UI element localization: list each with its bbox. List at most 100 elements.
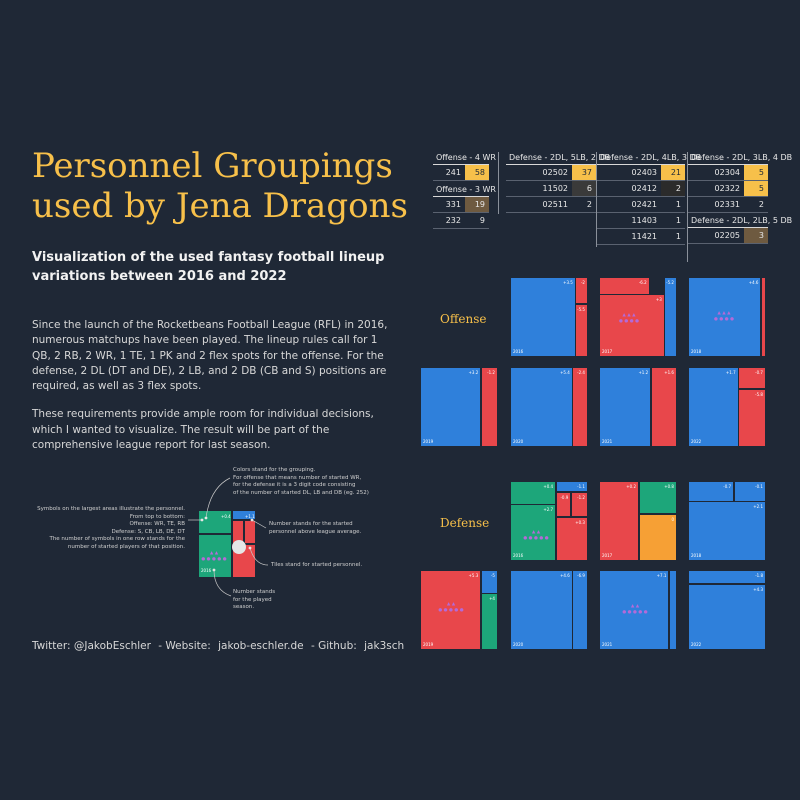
above-average-label: +0.3 <box>575 519 585 525</box>
above-average-label: +4 <box>489 596 495 602</box>
offense-treemap-2021: +1.2 +1.6 2021 <box>600 368 676 446</box>
defense-treemap-2018: -0.7 -0.1 +2.1 2018 <box>689 482 765 560</box>
personnel-symbols: ▲ ▲ ● ● ● ● ● <box>523 530 549 541</box>
table-row: 11421 1 <box>597 229 685 245</box>
grouping-code: 02421 <box>631 200 657 209</box>
season-label: 2018 <box>691 349 702 354</box>
above-average-label: -6.9 <box>577 573 585 578</box>
grouping-code: 11502 <box>542 184 568 193</box>
personnel-symbols: ▲ ▲ ▲ ● ● ● ● <box>619 313 639 324</box>
grouping-count: 5 <box>744 165 768 180</box>
above-average-label: -1.2 <box>487 370 495 375</box>
personnel-tile: -1.8 <box>689 571 765 584</box>
table-row: 241 58 <box>433 165 489 181</box>
personnel-tile: +5.3 <box>421 571 481 649</box>
above-average-label: -0.9 <box>560 494 569 500</box>
above-average-label: +1.6 <box>664 370 674 375</box>
personnel-tile: +3.5 <box>511 278 575 356</box>
above-average-label: -1.8 <box>755 573 763 578</box>
season-label: 2022 <box>691 642 702 647</box>
offense-treemap-2022: +1.7 -0.7 -5.8 2022 <box>689 368 765 446</box>
above-average-label: -5.5 <box>577 306 585 312</box>
personnel-tile: +1.6 <box>651 368 676 446</box>
legend-sample-label: +1.1 <box>245 514 255 519</box>
above-average-label: +0.4 <box>543 484 554 489</box>
grouping-count: 6 <box>572 181 596 196</box>
footer-github-link[interactable]: jak3sch <box>364 640 405 652</box>
defense-treemap-2019: +5.3 -5 +4 2019 <box>421 571 497 649</box>
personnel-tile: +4.3 <box>689 585 765 649</box>
grouping-count: 1 <box>675 232 681 241</box>
season-label: 2022 <box>691 439 702 444</box>
personnel-tile: +2.7 <box>511 505 556 560</box>
season-label: 2020 <box>513 642 524 647</box>
table-header: Defense - 2DL, 3LB, 4 DB <box>688 152 792 165</box>
defense-treemap-2021: +7.1 2021 <box>600 571 676 649</box>
offense-treemap-2020: +5.4 -2.4 2020 <box>511 368 587 446</box>
season-label: 2019 <box>423 642 434 647</box>
footer-twitter[interactable]: Twitter: @JakobEschler <box>32 640 151 652</box>
above-average-label: -5.2 <box>666 280 674 285</box>
above-average-note: Number stands for the started personnel … <box>269 521 362 535</box>
defense-treemap-2022: -1.8 +4.3 2022 <box>689 571 765 649</box>
above-average-label: +4.6 <box>560 573 570 578</box>
personnel-tile: +2.1 <box>689 502 765 560</box>
grouping-count: 5 <box>744 181 768 196</box>
personnel-tile: -6.9 <box>573 571 587 649</box>
defense-treemap-2017: +0.2 +0.8 0 2017 <box>600 482 676 560</box>
above-average-label: +7.1 <box>656 573 667 578</box>
grouping-code: 331 <box>445 200 461 209</box>
grouping-code: 11421 <box>631 232 657 241</box>
above-average-label: -1.2 <box>577 494 585 500</box>
colors-note: Colors stand for the grouping. For offen… <box>233 467 369 496</box>
season-label: 2017 <box>602 553 613 558</box>
above-average-label: -1.1 <box>577 484 585 489</box>
offense-treemap-2016: +3.5 -2 -5.5 2016 <box>511 278 587 356</box>
personnel-tile: +4.6 <box>511 571 572 649</box>
personnel-tile: -6.2 <box>600 278 649 294</box>
title-line-1: Personnel Groupings <box>32 146 393 186</box>
personnel-tile: +3.2 <box>421 368 481 446</box>
above-average-label: +0.8 <box>664 484 674 489</box>
personnel-tile: +0.3 <box>556 517 587 560</box>
personnel-tile: +1.7 <box>689 368 738 446</box>
footer-website-link[interactable]: jakob-eschler.de <box>218 640 304 652</box>
grouping-code: 02511 <box>542 200 568 209</box>
personnel-symbols: ▲ ▲ ● ● ● ● ● <box>201 551 227 562</box>
table-header: Defense - 2DL, 4LB, 3 DB <box>597 152 701 165</box>
table-row: 02205 3 <box>688 228 768 244</box>
personnel-symbols: ▲ ▲ ● ● ● ● ● <box>622 604 648 615</box>
table-header: Offense - 3 WR <box>433 184 496 197</box>
table-header: Offense - 4 WR <box>433 152 496 165</box>
subtitle: Visualization of the used fantasy footba… <box>32 250 385 284</box>
above-average-label: -5 <box>490 573 495 578</box>
offense-treemap-2019: +3.2 -1.2 2019 <box>421 368 497 446</box>
personnel-tile: 0 <box>639 514 676 560</box>
footer: Twitter: @JakobEschler - Website: jakob-… <box>32 640 408 652</box>
table-row: 232 9 <box>433 213 489 229</box>
grouping-code: 241 <box>445 168 461 177</box>
grouping-code: 02502 <box>542 168 568 177</box>
grouping-count: 58 <box>465 165 489 180</box>
table-divider <box>596 152 597 247</box>
grouping-count: 19 <box>465 197 489 212</box>
table-row: 11403 1 <box>597 213 685 229</box>
grouping-code: 232 <box>445 216 461 225</box>
personnel-tile: -2 <box>576 278 587 303</box>
grouping-count: 1 <box>675 216 681 225</box>
grouping-code: 02322 <box>714 184 740 193</box>
personnel-tile: -1.2 <box>571 492 587 517</box>
footer-sep-2: - Github: <box>307 640 361 652</box>
above-average-label: +2.7 <box>543 507 554 513</box>
table-row: 02412 2 <box>597 181 685 197</box>
personnel-tile <box>761 278 765 356</box>
season-label: 2016 <box>513 553 524 558</box>
grouping-code: 02403 <box>631 168 657 177</box>
season-label: 2020 <box>513 439 524 444</box>
table-row: 02502 37 <box>506 165 596 181</box>
intro-paragraph-1: Since the launch of the Rocketbeans Foot… <box>32 319 388 393</box>
table-row: 02511 2 <box>506 197 596 213</box>
grouping-count: 2 <box>661 181 685 196</box>
above-average-label: +3.2 <box>468 370 479 375</box>
season-note: Number stands for the played season. <box>233 589 276 610</box>
